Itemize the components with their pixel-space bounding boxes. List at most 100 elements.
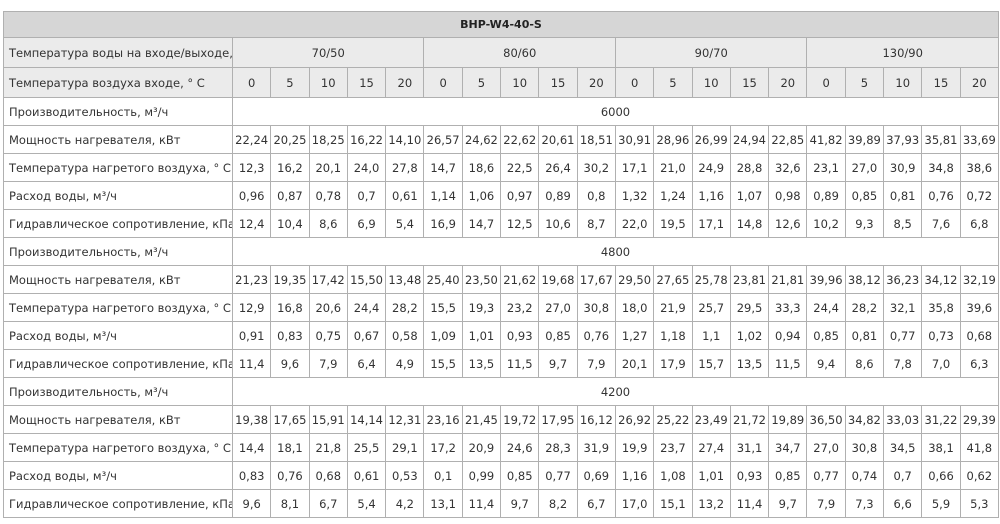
row-label: Мощность нагревателя, кВт (3, 265, 233, 294)
table-row: Температура нагретого воздуха, ° С 12,3 16… (3, 153, 1000, 182)
row-label: Температура нагретого воздуха, ° С (3, 293, 233, 322)
table-cell: 1,24 (653, 181, 693, 210)
table-cell: 23,50 (461, 265, 502, 294)
table-cell: 30,9 (883, 153, 923, 182)
title-row: BHP-W4-40-S (3, 11, 999, 38)
table-cell: 5,4 (346, 489, 387, 518)
table-cell: 6,8 (959, 209, 1000, 238)
table-cell: 1,16 (691, 181, 731, 210)
air-temp-header: 5 (844, 67, 885, 98)
table-row: Температура нагретого воздуха, ° С 12,9 16… (3, 293, 1000, 322)
table-cell: 25,22 (653, 405, 693, 434)
table-cell: 0,76 (576, 321, 616, 350)
table-cell: 9,7 (538, 349, 578, 378)
table-cell: 15,1 (653, 489, 693, 518)
capacity-value: 6000 (232, 97, 999, 126)
table-cell: 1,1 (691, 321, 731, 350)
table-cell: 0,81 (844, 321, 885, 350)
air-temp-header: 15 (729, 67, 770, 98)
table-cell: 0,77 (538, 461, 578, 490)
table-cell: 9,7 (768, 489, 808, 518)
table-cell: 14,8 (729, 209, 770, 238)
table-cell: 7,6 (921, 209, 961, 238)
table-cell: 22,5 (500, 153, 540, 182)
table-cell: 33,3 (768, 293, 808, 322)
table-cell: 24,62 (461, 125, 502, 154)
table-cell: 23,16 (423, 405, 463, 434)
table-cell: 0,93 (500, 321, 540, 350)
table-cell: 37,93 (883, 125, 923, 154)
air-temp-header-row: Температура воздуха входе, ° С 0 5 10 15 20 0… (3, 67, 1000, 98)
table-cell: 20,61 (538, 125, 578, 154)
table-cell: 0,68 (959, 321, 1000, 350)
table-cell: 0,1 (423, 461, 463, 490)
table-cell: 19,38 (231, 405, 272, 434)
table-cell: 9,6 (270, 349, 310, 378)
table-cell: 4,9 (385, 349, 425, 378)
table-cell: 19,72 (500, 405, 540, 434)
table-cell: 30,2 (576, 153, 616, 182)
table-cell: 26,99 (691, 125, 731, 154)
table-row: Мощность нагревателя, кВт 21,23 19,35 17,42… (3, 265, 1000, 294)
table-cell: 0,83 (231, 461, 272, 490)
table-cell: 31,22 (921, 405, 961, 434)
table-cell: 24,9 (691, 153, 731, 182)
row-label: Температура нагретого воздуха, ° С (3, 153, 233, 182)
table-cell: 8,6 (308, 209, 348, 238)
table-cell: 27,4 (691, 433, 731, 462)
table-cell: 12,9 (231, 293, 272, 322)
table-cell: 27,8 (385, 153, 425, 182)
table-cell: 19,35 (270, 265, 310, 294)
table-cell: 0,98 (768, 181, 808, 210)
table-cell: 12,4 (231, 209, 272, 238)
row-label: Гидравлическое сопротивление, кПа (3, 209, 233, 238)
heater-spec-table: BHP-W4-40-S Температура воды на входе/вы… (3, 11, 1000, 518)
table-cell: 24,4 (346, 293, 387, 322)
table-cell: 0,53 (385, 461, 425, 490)
table-cell: 41,82 (806, 125, 846, 154)
table-cell: 0,85 (844, 181, 885, 210)
table-cell: 16,12 (576, 405, 616, 434)
capacity-label: Производительность, м³/ч (3, 97, 233, 126)
table-cell: 17,0 (614, 489, 655, 518)
table-cell: 35,8 (921, 293, 961, 322)
table-cell: 7,9 (576, 349, 616, 378)
table-cell: 11,4 (231, 349, 272, 378)
table-cell: 17,1 (691, 209, 731, 238)
table-cell: 0,62 (959, 461, 1000, 490)
table-cell: 12,3 (231, 153, 272, 182)
table-row: Гидравлическое сопротивление, кПа 9,6 8,1 6… (3, 489, 1000, 518)
table-cell: 19,9 (614, 433, 655, 462)
table-cell: 28,8 (729, 153, 770, 182)
table-cell: 10,4 (270, 209, 310, 238)
table-cell: 27,65 (653, 265, 693, 294)
table-cell: 24,0 (346, 153, 387, 182)
air-temp-header: 0 (231, 67, 272, 98)
table-cell: 17,2 (423, 433, 463, 462)
table-cell: 22,62 (500, 125, 540, 154)
table-row: Гидравлическое сопротивление, кПа 11,4 9,6… (3, 349, 1000, 378)
table-row: Расход воды, м³/ч 0,83 0,76 0,68 0,61 0,53 0,1… (3, 461, 1000, 490)
table-cell: 38,12 (844, 265, 885, 294)
water-temp-header: 70/50 (231, 37, 425, 68)
table-cell: 15,7 (691, 349, 731, 378)
air-temp-header: 10 (883, 67, 923, 98)
table-cell: 11,5 (768, 349, 808, 378)
table-cell: 20,1 (308, 153, 348, 182)
row-label: Гидравлическое сопротивление, кПа (3, 349, 233, 378)
row-label: Расход воды, м³/ч (3, 461, 233, 490)
table-cell: 0,85 (806, 321, 846, 350)
table-cell: 21,45 (461, 405, 502, 434)
table-cell: 25,5 (346, 433, 387, 462)
table-cell: 0,7 (883, 461, 923, 490)
water-temp-header: 90/70 (614, 37, 808, 68)
table-cell: 39,6 (959, 293, 1000, 322)
air-temp-header: 5 (653, 67, 693, 98)
table-cell: 0,73 (921, 321, 961, 350)
air-temp-header: 10 (308, 67, 348, 98)
table-cell: 6,4 (346, 349, 387, 378)
table-cell: 0,69 (576, 461, 616, 490)
table-cell: 8,2 (538, 489, 578, 518)
table-row: Мощность нагревателя, кВт 19,38 17,65 15,91… (3, 405, 1000, 434)
table-cell: 19,68 (538, 265, 578, 294)
